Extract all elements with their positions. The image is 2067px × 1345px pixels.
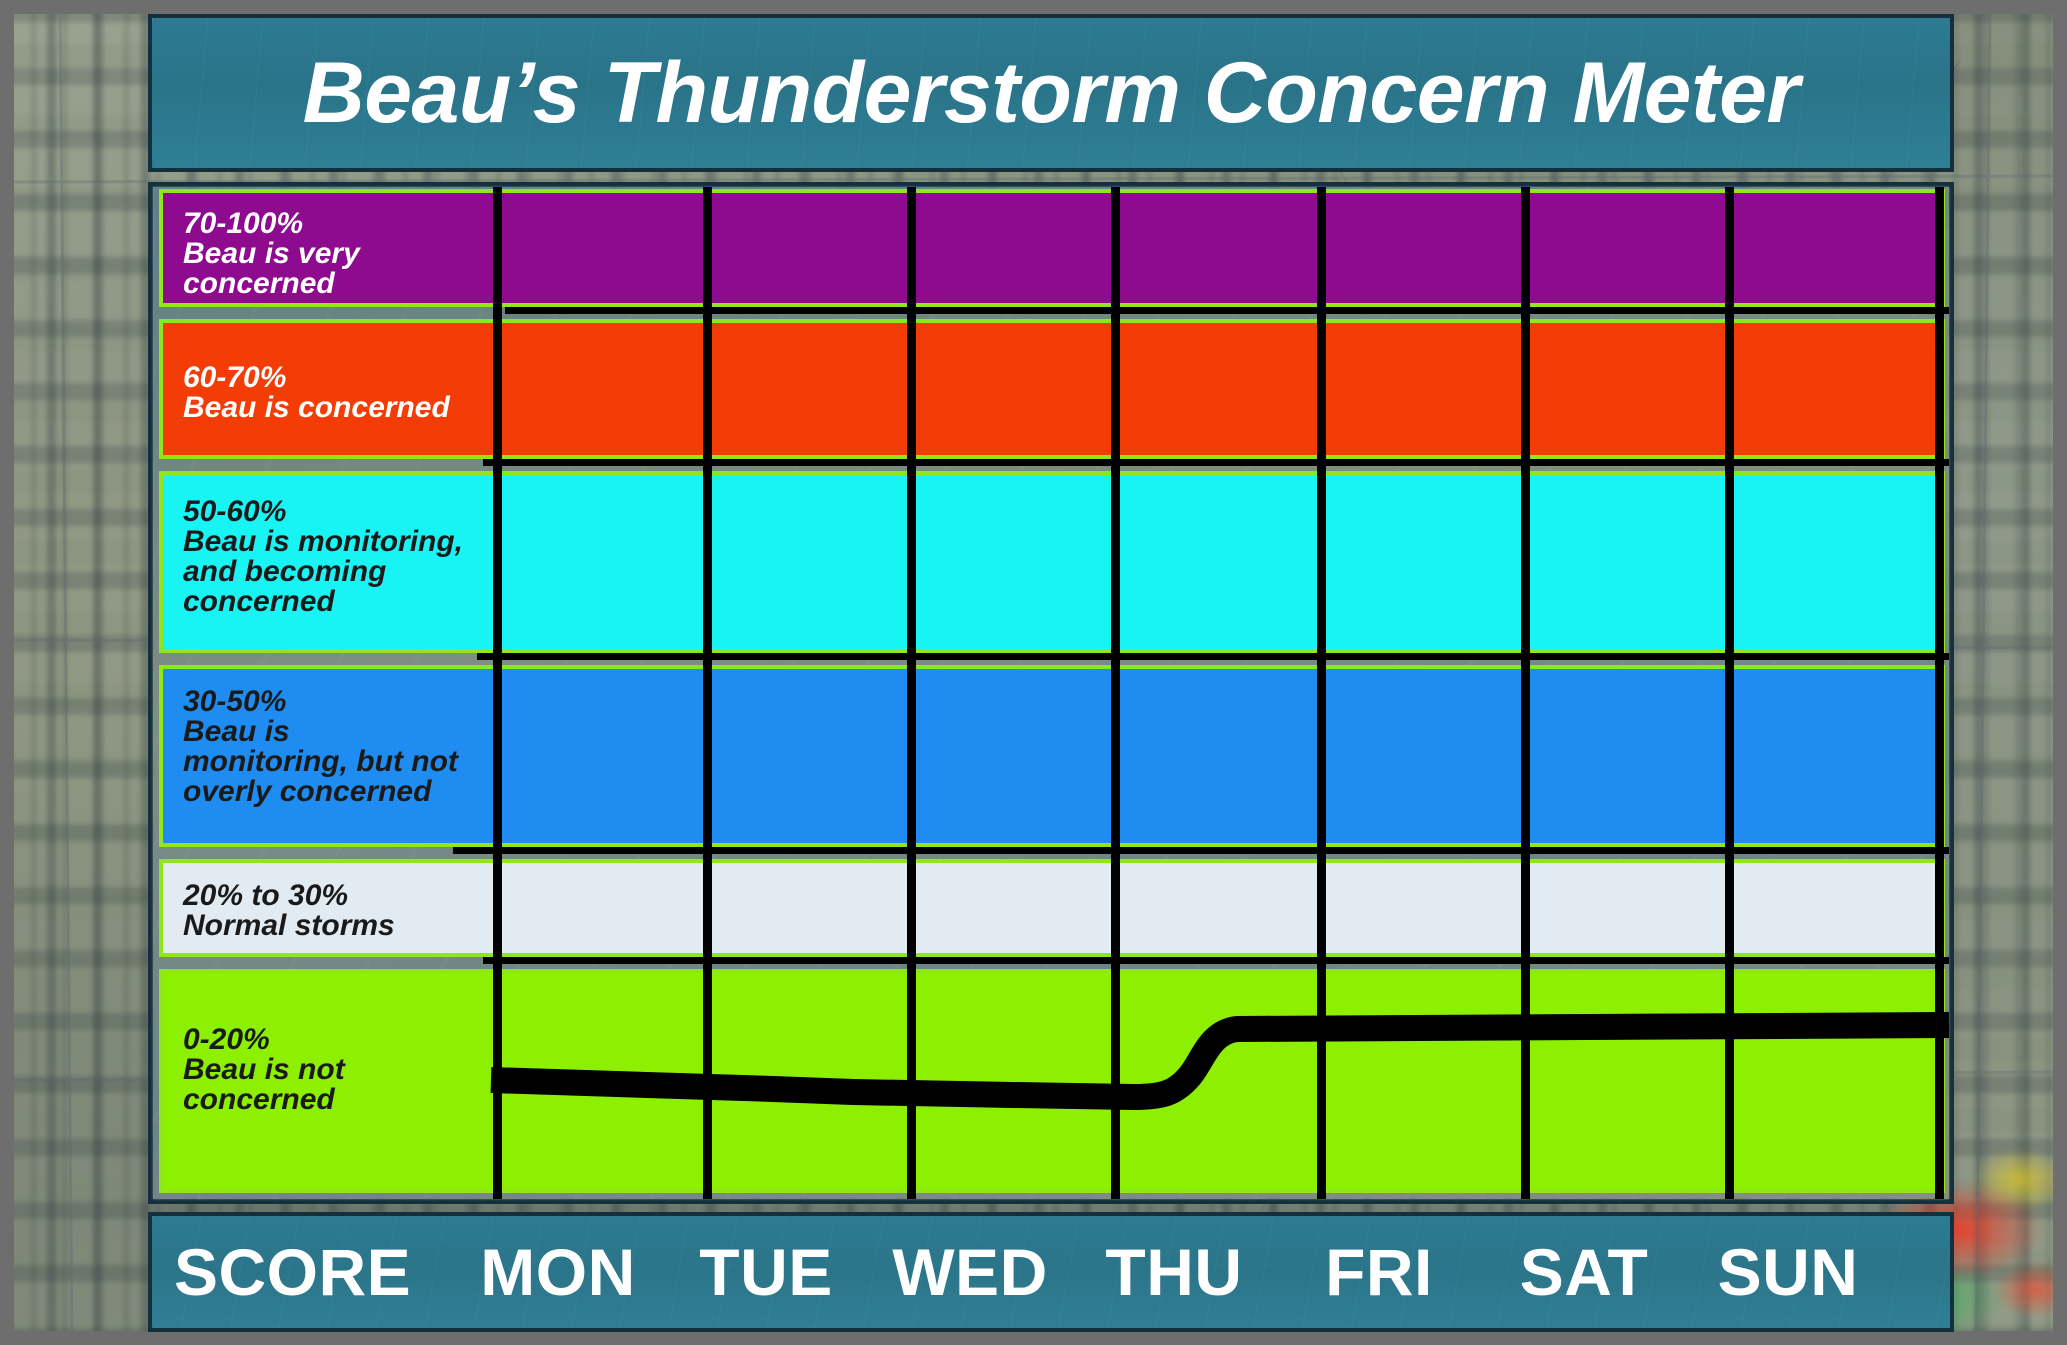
band-70-100: 70-100% Beau is very concerned (159, 189, 1945, 307)
gridline-wed (907, 187, 916, 1199)
day-label-sun: SUN (1717, 1235, 1859, 1309)
day-label-tue: TUE (699, 1235, 833, 1309)
page-title: Beau’s Thunderstorm Concern Meter (302, 44, 1800, 141)
band-label-30-50: 30-50% Beau is monitoring, but not overl… (183, 685, 458, 808)
gridline-sun (1725, 187, 1734, 1199)
day-label-wed: WED (892, 1235, 1048, 1309)
separator-3 (477, 653, 1949, 660)
day-label-thu: THU (1105, 1235, 1243, 1309)
axis-label-score: SCORE (174, 1235, 412, 1309)
day-label-mon: MON (480, 1235, 636, 1309)
band-label-0-20: 0-20% Beau is not concerned (183, 1023, 345, 1116)
title-bar: Beau’s Thunderstorm Concern Meter (148, 14, 1954, 172)
band-60-70: 60-70% Beau is concerned (159, 319, 1945, 459)
score-trend-line (490, 1012, 1949, 1110)
gridline-right (1935, 187, 1944, 1199)
band-20-30: 20% to 30% Normal storms (159, 859, 1945, 957)
gridline-mon (493, 187, 502, 1199)
footer-day-axis: SCORE MON TUE WED THU FRI SAT SUN (148, 1212, 1954, 1332)
gridline-sat (1521, 187, 1530, 1199)
separator-1 (505, 307, 1949, 314)
chart-panel: 70-100% Beau is very concerned 60-70% Be… (148, 182, 1954, 1204)
band-30-50: 30-50% Beau is monitoring, but not overl… (159, 665, 1945, 847)
band-0-20: 0-20% Beau is not concerned (159, 969, 1945, 1193)
gridline-tue (703, 187, 712, 1199)
day-label-fri: FRI (1325, 1235, 1433, 1309)
separator-2 (483, 459, 1949, 466)
band-label-60-70: 60-70% Beau is concerned (183, 361, 450, 424)
band-label-50-60: 50-60% Beau is monitoring, and becoming … (183, 495, 464, 618)
gridline-fri (1317, 187, 1326, 1199)
concern-meter-graphic: Beau’s Thunderstorm Concern Meter 70-100… (148, 14, 1954, 1332)
separator-5 (483, 957, 1949, 964)
gridline-thu (1111, 187, 1120, 1199)
day-label-sat: SAT (1519, 1235, 1649, 1309)
band-label-20-30: 20% to 30% Normal storms (183, 879, 395, 942)
separator-4 (453, 847, 1949, 854)
band-label-70-100: 70-100% Beau is very concerned (183, 207, 360, 300)
band-50-60: 50-60% Beau is monitoring, and becoming … (159, 471, 1945, 653)
